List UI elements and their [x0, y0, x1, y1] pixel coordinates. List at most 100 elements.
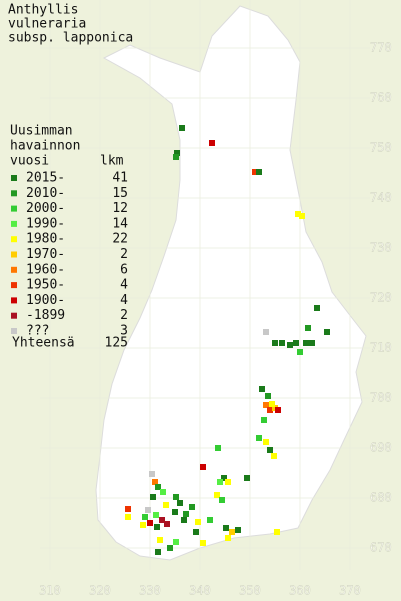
legend-count: 14: [112, 216, 128, 231]
occurrence-square: [261, 417, 267, 423]
legend-label: 1950-: [26, 278, 65, 293]
occurrence-square: [297, 349, 303, 355]
x-tick-label: 370: [339, 584, 361, 598]
occurrence-square: [142, 514, 148, 520]
occurrence-square: [153, 512, 159, 518]
occurrence-square: [174, 150, 180, 156]
y-tick-label: 700: [370, 391, 392, 405]
occurrence-square: [324, 329, 330, 335]
y-tick-label: 770: [370, 41, 392, 55]
occurrence-square: [252, 169, 258, 175]
y-tick-label: 740: [370, 191, 392, 205]
legend-label: 2010-: [26, 186, 65, 201]
occurrence-square: [155, 549, 161, 555]
occurrence-square: [173, 494, 179, 500]
legend-count: 4: [120, 278, 128, 293]
occurrence-square: [259, 386, 265, 392]
occurrence-square: [217, 479, 223, 485]
occurrence-square: [272, 340, 278, 346]
occurrence-square: [269, 401, 275, 407]
legend-swatch: [11, 297, 17, 304]
occurrence-square: [147, 520, 153, 526]
occurrence-square: [172, 509, 178, 515]
legend-count: 6: [120, 262, 128, 277]
y-tick-label: 670: [370, 541, 392, 555]
occurrence-square: [263, 439, 269, 445]
legend-count: 15: [112, 186, 128, 201]
legend-column: lkm: [100, 154, 124, 169]
legend-swatch: [11, 266, 17, 273]
occurrence-square: [274, 529, 280, 535]
occurrence-square: [265, 393, 271, 399]
occurrence-square: [193, 529, 199, 535]
legend-count: 4: [120, 293, 128, 308]
legend-label: 2015-: [26, 171, 65, 186]
occurrence-square: [275, 407, 281, 413]
occurrence-square: [150, 494, 156, 500]
occurrence-square: [267, 447, 273, 453]
occurrence-square: [287, 342, 293, 348]
y-tick-label: 750: [370, 141, 392, 155]
legend-label: 2000-: [26, 201, 65, 216]
occurrence-square: [244, 475, 250, 481]
legend-swatch: [11, 328, 17, 334]
y-tick-label: 720: [370, 291, 392, 305]
y-tick-label: 690: [370, 441, 392, 455]
y-tick-label: 710: [370, 341, 392, 355]
occurrence-square: [183, 511, 189, 517]
occurrence-square: [159, 517, 165, 523]
legend-header: Uusimman: [10, 124, 73, 139]
legend-swatch: [11, 205, 17, 212]
occurrence-square: [154, 524, 160, 530]
occurrence-square: [125, 514, 131, 520]
occurrence-square: [164, 521, 170, 527]
x-tick-label: 330: [139, 584, 161, 598]
title-line: Anthyllis: [8, 3, 78, 18]
legend-header: havainnon: [10, 139, 80, 154]
occurrence-square: [160, 489, 166, 495]
x-tick-label: 320: [89, 584, 111, 598]
legend-count: 2: [120, 247, 128, 262]
occurrence-square: [221, 475, 227, 481]
title-line: vulneraria: [8, 17, 86, 32]
legend-count: 12: [112, 201, 128, 216]
occurrence-square: [271, 453, 277, 459]
occurrence-square: [157, 537, 163, 543]
legend-label: -1899: [26, 308, 65, 323]
occurrence-square: [152, 479, 158, 485]
legend-swatch: [11, 236, 17, 243]
occurrence-square: [229, 529, 235, 535]
legend-label: 1970-: [26, 247, 65, 262]
occurrence-square: [314, 305, 320, 311]
legend-count: 2: [120, 308, 128, 323]
occurrence-square: [303, 340, 309, 346]
legend-label: 1980-: [26, 232, 65, 247]
occurrence-square: [279, 340, 285, 346]
occurrence-square: [235, 527, 241, 533]
occurrence-square: [305, 325, 311, 331]
occurrence-square: [225, 479, 231, 485]
occurrence-square: [214, 492, 220, 498]
legend-column: vuosi: [10, 154, 49, 169]
occurrence-square: [149, 471, 155, 477]
legend-swatch: [11, 190, 17, 197]
occurrence-square: [299, 213, 305, 219]
occurrence-square: [195, 519, 201, 525]
legend-label: 1900-: [26, 293, 65, 308]
occurrence-square: [263, 329, 269, 335]
finland-outline: [95, 5, 367, 561]
occurrence-square: [179, 125, 185, 131]
occurrence-square: [263, 402, 269, 408]
y-tick-label: 760: [370, 91, 392, 105]
occurrence-square: [293, 340, 299, 346]
legend-swatch: [11, 220, 17, 227]
occurrence-square: [177, 500, 183, 506]
legend-swatch: [11, 251, 17, 258]
occurrence-square: [200, 464, 206, 470]
occurrence-square: [309, 340, 315, 346]
x-tick-label: 340: [189, 584, 211, 598]
legend-total: 125: [105, 336, 128, 351]
occurrence-square: [200, 540, 206, 546]
occurrence-square: [207, 517, 213, 523]
occurrence-square: [189, 504, 195, 510]
